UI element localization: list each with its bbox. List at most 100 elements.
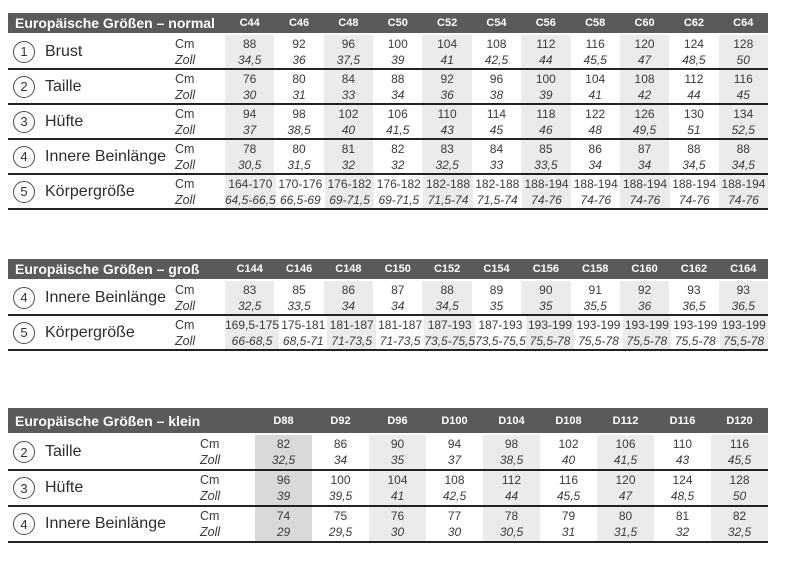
cm-value: 87 xyxy=(391,282,405,297)
zoll-value: 41,5 xyxy=(386,122,410,137)
cm-value: 82 xyxy=(391,141,405,156)
row-number-badge: 5 xyxy=(13,321,35,344)
data-cell: 176-182 69-71,5 xyxy=(324,175,375,208)
measurement-row: 1 Brust Cm Zoll 88 34,5 92 36 96 37,5 100 39 104 41 10… xyxy=(8,35,768,70)
cm-value: 104 xyxy=(437,36,458,51)
cm-value: 88 xyxy=(391,71,405,86)
unit-label-zoll: Zoll xyxy=(175,157,196,172)
zoll-value: 30 xyxy=(447,525,462,539)
data-cell: 83 32,5 xyxy=(225,281,275,314)
row-number-badge: 4 xyxy=(13,145,35,168)
cm-value: 193-199 xyxy=(576,317,621,332)
cm-value: 87 xyxy=(637,141,652,156)
zoll-value: 46 xyxy=(539,122,553,137)
cm-value: 86 xyxy=(588,141,602,156)
cm-value: 181-187 xyxy=(329,317,374,332)
zoll-value: 52,5 xyxy=(731,122,755,137)
cm-value: 85 xyxy=(539,141,553,156)
data-cell: 100 39 xyxy=(373,35,422,68)
cm-value: 86 xyxy=(333,437,348,451)
zoll-value: 34,5 xyxy=(238,52,262,67)
unit-label-zoll: Zoll xyxy=(200,525,221,539)
zoll-value: 43 xyxy=(675,453,690,467)
zoll-value: 64,5-66,5 xyxy=(225,192,276,207)
zoll-value: 45 xyxy=(489,122,504,137)
cm-value: 79 xyxy=(561,509,576,523)
column-header-c162: C162 xyxy=(680,263,708,275)
unit-label-cm: Cm xyxy=(175,106,195,121)
cm-value: 116 xyxy=(585,36,605,51)
zoll-value: 36 xyxy=(440,87,454,102)
zoll-value: 33 xyxy=(341,87,356,102)
data-cell: 193-199 75,5-78 xyxy=(574,316,622,349)
unit-label-zoll: Zoll xyxy=(175,87,196,102)
cm-value: 108 xyxy=(444,473,465,487)
data-cell: 87 34 xyxy=(373,281,422,314)
data-cell: 120 47 xyxy=(619,35,670,68)
cm-value: 188-194 xyxy=(524,176,569,191)
row-number-badge: 4 xyxy=(13,286,35,309)
data-cell: 188-194 74-76 xyxy=(620,175,670,208)
zoll-value: 50 xyxy=(736,52,750,67)
cm-value: 182-188 xyxy=(426,176,471,191)
row-label: 4 Innere Beinlänge xyxy=(8,281,175,314)
data-cell: 122 48 xyxy=(571,105,620,138)
cm-value: 83 xyxy=(440,141,454,156)
table-title: Europäische Größen – normal xyxy=(15,15,215,31)
data-cell: 181-187 71-73,5 xyxy=(327,316,376,349)
cm-value: 98 xyxy=(292,106,306,121)
zoll-value: 36,5 xyxy=(682,298,706,313)
measurement-label: Innere Beinlänge xyxy=(45,288,166,306)
cm-value: 96 xyxy=(276,473,291,487)
data-cell: 96 37,5 xyxy=(323,35,374,68)
zoll-value: 44 xyxy=(687,87,701,102)
data-cell: 92 36 xyxy=(422,70,472,103)
row-label: 4 Innere Beinlänge xyxy=(8,507,200,541)
data-cell: 175-181 68,5-71 xyxy=(279,316,327,349)
zoll-value: 35 xyxy=(489,298,504,313)
zoll-value: 34 xyxy=(391,298,405,313)
zoll-value: 69-71,5 xyxy=(378,192,420,207)
row-label: 5 Körpergröße xyxy=(8,175,175,208)
cm-value: 88 xyxy=(243,36,257,51)
zoll-value: 35 xyxy=(539,298,553,313)
cm-value: 102 xyxy=(558,437,579,451)
data-cell: 88 34,5 xyxy=(225,35,275,68)
data-cell: 88 34,5 xyxy=(669,140,718,173)
unit-labels: Cm Zoll xyxy=(200,471,255,505)
zoll-value: 36 xyxy=(292,52,306,67)
cm-value: 126 xyxy=(634,106,655,121)
data-cell: 85 33,5 xyxy=(521,140,571,173)
data-cell: 100 39,5 xyxy=(312,471,369,505)
column-header-d92: D92 xyxy=(330,414,351,427)
unit-labels: Cm Zoll xyxy=(175,175,225,208)
zoll-value: 37 xyxy=(243,122,257,137)
data-cell: 188-194 74-76 xyxy=(670,175,719,208)
zoll-value: 47 xyxy=(637,52,652,67)
measurement-row: 4 Innere Beinlänge Cm Zoll 83 32,5 85 33,5 86 34 8… xyxy=(8,281,768,316)
cm-value: 92 xyxy=(440,71,454,86)
data-cell: 188-194 74-76 xyxy=(571,175,620,208)
data-cell: 124 48,5 xyxy=(669,35,718,68)
column-header-c146: C146 xyxy=(285,263,313,275)
zoll-value: 42,5 xyxy=(442,489,467,503)
data-cell: 96 38 xyxy=(472,70,521,103)
unit-labels: Cm Zoll xyxy=(175,140,225,173)
column-header-c50: C50 xyxy=(387,17,408,29)
data-cell: 84 33 xyxy=(472,140,521,173)
unit-labels: Cm Zoll xyxy=(175,316,225,349)
cm-value: 102 xyxy=(338,106,359,121)
zoll-value: 30 xyxy=(390,525,405,539)
measurement-row: 4 Innere Beinlänge Cm Zoll 78 30,5 80 31,5 81 32 8… xyxy=(8,140,768,175)
row-number-badge: 4 xyxy=(13,513,35,535)
zoll-value: 37,5 xyxy=(336,52,361,67)
cm-value: 114 xyxy=(486,106,507,121)
zoll-value: 31 xyxy=(561,525,576,539)
cm-value: 176-182 xyxy=(376,176,421,191)
table-header-bar: Europäische Größen – groß C144 C146 C148 C15… xyxy=(8,259,768,279)
data-cell: 193-199 75,5-78 xyxy=(525,316,575,349)
cm-value: 91 xyxy=(588,282,602,297)
data-cell: 94 37 xyxy=(225,105,275,138)
cm-value: 74 xyxy=(276,509,291,523)
zoll-value: 38,5 xyxy=(287,122,311,137)
